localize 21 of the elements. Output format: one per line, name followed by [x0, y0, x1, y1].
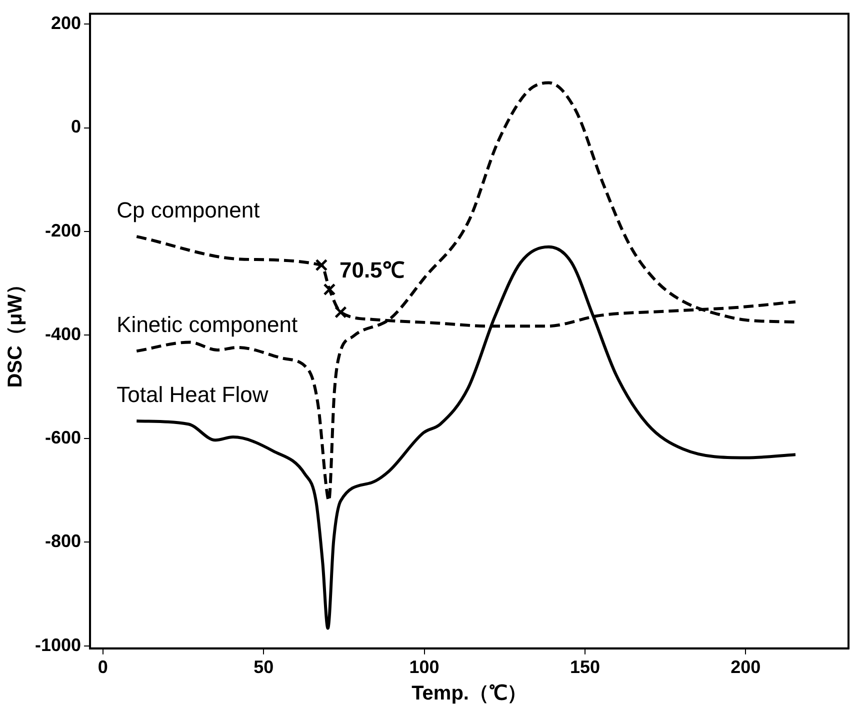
- y-tick-label: -600: [45, 428, 82, 448]
- series-label: Kinetic component: [116, 312, 298, 338]
- y-tick-label: -400: [45, 324, 82, 344]
- y-tick-label: -200: [45, 220, 82, 240]
- x-tick-label: 50: [254, 657, 274, 678]
- x-axis-title: Temp.（℃）: [412, 682, 527, 705]
- x-tick-label: 100: [409, 657, 440, 678]
- x-tick-label: 200: [730, 657, 761, 678]
- y-tick-label: 0: [71, 116, 82, 137]
- series-label: Total Heat Flow: [116, 382, 268, 408]
- y-axis-title: DSC（μW）: [4, 274, 27, 388]
- x-tick-label: 0: [98, 657, 108, 678]
- point: [323, 283, 336, 296]
- y-tick-label: -800: [45, 531, 82, 552]
- y-tick-label: 200: [50, 13, 82, 34]
- point: [315, 258, 328, 272]
- y-tick-label: -1000: [34, 634, 82, 655]
- annotation: 70.5℃: [339, 257, 404, 282]
- point: [334, 306, 347, 318]
- series-label: Cp component: [116, 198, 260, 223]
- x-tick-label: 150: [570, 657, 600, 678]
